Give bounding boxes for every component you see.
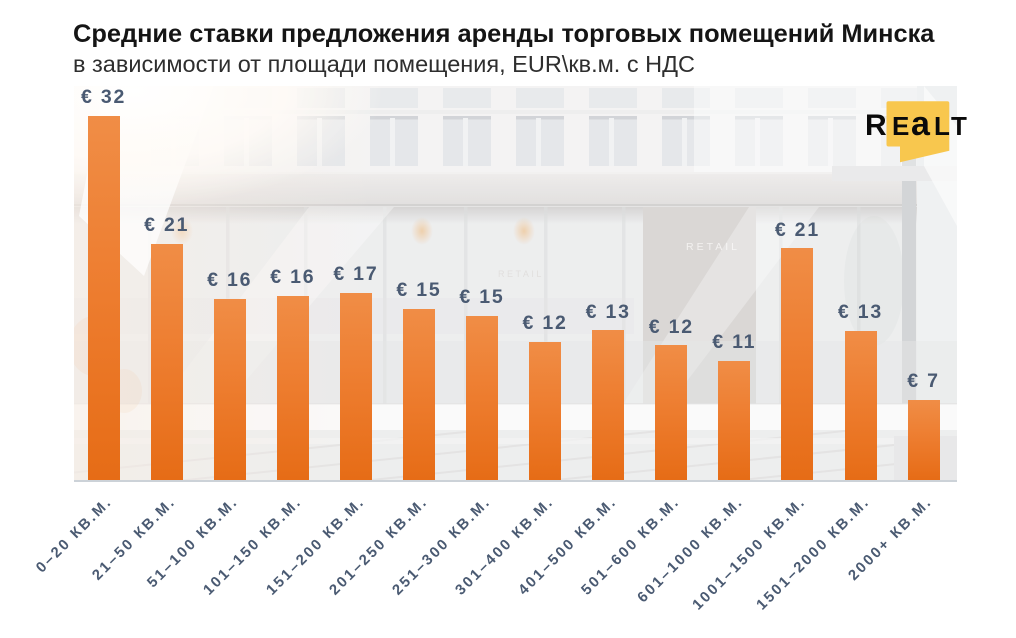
svg-text:E: E	[892, 111, 909, 141]
svg-text:R: R	[865, 109, 887, 142]
svg-text:T: T	[951, 111, 967, 141]
svg-text:L: L	[934, 111, 950, 141]
svg-text:RETAIL: RETAIL	[686, 241, 740, 253]
svg-text:a: a	[911, 105, 931, 143]
svg-text:RETAIL: RETAIL	[498, 269, 544, 279]
